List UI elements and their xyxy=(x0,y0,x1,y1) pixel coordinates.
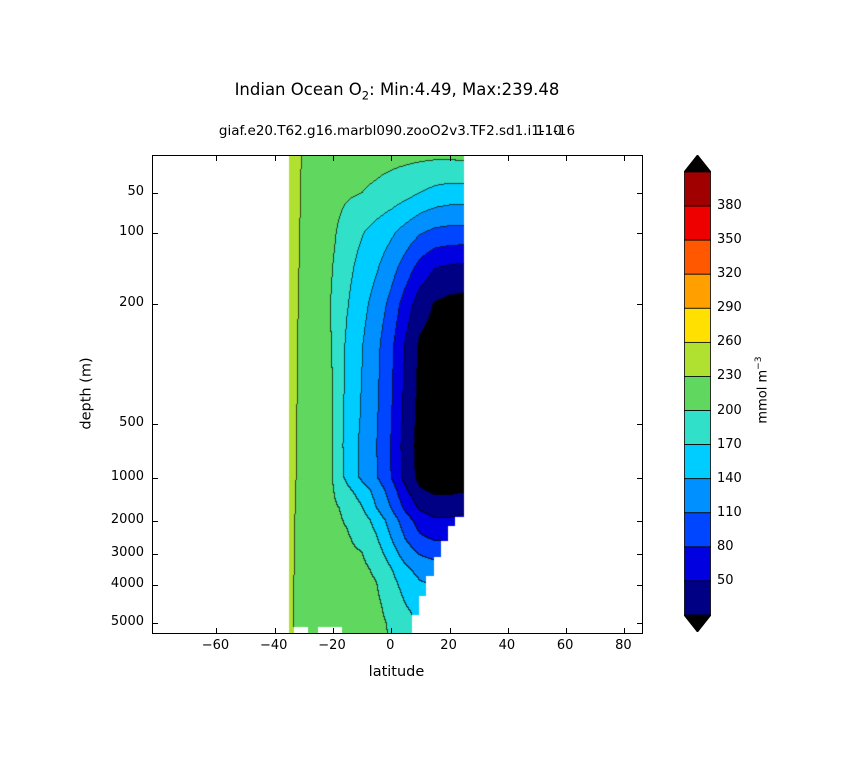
colorbar-tick-label: 350 xyxy=(717,232,742,248)
tick-mark xyxy=(153,623,158,624)
colorbar-unit-label: mmol m−3 xyxy=(754,355,770,425)
tick-mark xyxy=(637,585,642,586)
colorbar-unit-text: mmol m xyxy=(755,369,771,424)
colorbar-tick-label: 50 xyxy=(717,572,734,588)
x-tick-label: 40 xyxy=(498,638,516,653)
colorbar-tick-label: 290 xyxy=(717,300,742,316)
tick-mark xyxy=(508,156,509,161)
colorbar-tick-label: 380 xyxy=(717,198,742,214)
y-tick-label: 4000 xyxy=(110,576,144,591)
tick-mark xyxy=(153,521,158,522)
tick-mark xyxy=(153,424,158,425)
tick-mark xyxy=(153,233,158,234)
tick-mark xyxy=(624,156,625,161)
tick-mark xyxy=(637,623,642,624)
colorbar-tick-label: 80 xyxy=(717,538,734,554)
title-subscript: 2 xyxy=(361,88,370,103)
x-tick-label: 20 xyxy=(440,638,457,653)
y-axis-label: depth (m) xyxy=(78,357,95,430)
tick-mark xyxy=(508,628,509,633)
colorbar-tick-label: 320 xyxy=(717,266,742,282)
x-tick-label: 60 xyxy=(556,638,574,653)
colorbar-unit-exponent: −3 xyxy=(754,356,764,370)
tick-mark xyxy=(637,521,642,522)
chart-title: Indian Ocean O2: Min:4.49, Max:239.48 xyxy=(122,80,672,102)
tick-mark xyxy=(391,156,392,161)
contour-canvas xyxy=(153,156,642,633)
tick-mark xyxy=(275,628,276,633)
tick-mark xyxy=(450,156,451,161)
tick-mark xyxy=(637,554,642,555)
tick-mark xyxy=(153,193,158,194)
title-prefix: Indian Ocean O xyxy=(234,80,362,99)
subtitle-main: giaf.e20.T62.g16.marbl090.zooO2v3.TF2.sd… xyxy=(218,123,562,139)
x-tick-label: −20 xyxy=(318,638,346,653)
tick-mark xyxy=(637,478,642,479)
tick-mark xyxy=(333,628,334,633)
colorbar-tick-label: 260 xyxy=(717,334,742,350)
tick-mark xyxy=(566,628,567,633)
tick-mark xyxy=(275,156,276,161)
tick-mark xyxy=(153,304,158,305)
y-tick-label: 500 xyxy=(119,415,144,430)
y-tick-label: 50 xyxy=(127,184,144,199)
tick-mark xyxy=(637,193,642,194)
colorbar-tick-label: 170 xyxy=(717,436,742,452)
tick-mark xyxy=(637,424,642,425)
x-axis-label: latitude xyxy=(368,664,425,680)
colorbar-tick-label: 230 xyxy=(717,368,742,384)
x-tick-label: −60 xyxy=(201,638,230,653)
colorbar-tick-label: 140 xyxy=(717,470,742,486)
colorbar-tick-label: 110 xyxy=(717,504,742,520)
tick-mark xyxy=(153,478,158,479)
x-tick-label: 0 xyxy=(386,638,395,653)
tick-mark xyxy=(216,156,217,161)
colorbar-tick-label: 200 xyxy=(717,402,742,418)
y-tick-label: 5000 xyxy=(110,614,144,629)
title-suffix: : Min:4.49, Max:239.48 xyxy=(369,80,560,99)
tick-mark xyxy=(624,628,625,633)
tick-mark xyxy=(637,233,642,234)
tick-mark xyxy=(637,304,642,305)
y-tick-label: 2000 xyxy=(110,512,144,527)
tick-mark xyxy=(333,156,334,161)
tick-mark xyxy=(566,156,567,161)
x-tick-label: 80 xyxy=(615,638,632,653)
colorbar xyxy=(684,155,711,632)
y-tick-label: 1000 xyxy=(110,469,144,484)
tick-mark xyxy=(450,628,451,633)
x-tick-label: −40 xyxy=(260,638,288,653)
tick-mark xyxy=(153,554,158,555)
plot-area xyxy=(152,155,643,634)
subtitle-overlap: 11-16 xyxy=(535,123,576,139)
tick-mark xyxy=(153,585,158,586)
y-tick-label: 100 xyxy=(119,224,144,239)
chart-subtitle: giaf.e20.T62.g16.marbl090.zooO2v3.TF2.sd… xyxy=(122,123,672,139)
tick-mark xyxy=(391,628,392,633)
y-tick-label: 3000 xyxy=(110,545,144,560)
y-tick-label: 200 xyxy=(119,295,144,310)
tick-mark xyxy=(216,628,217,633)
